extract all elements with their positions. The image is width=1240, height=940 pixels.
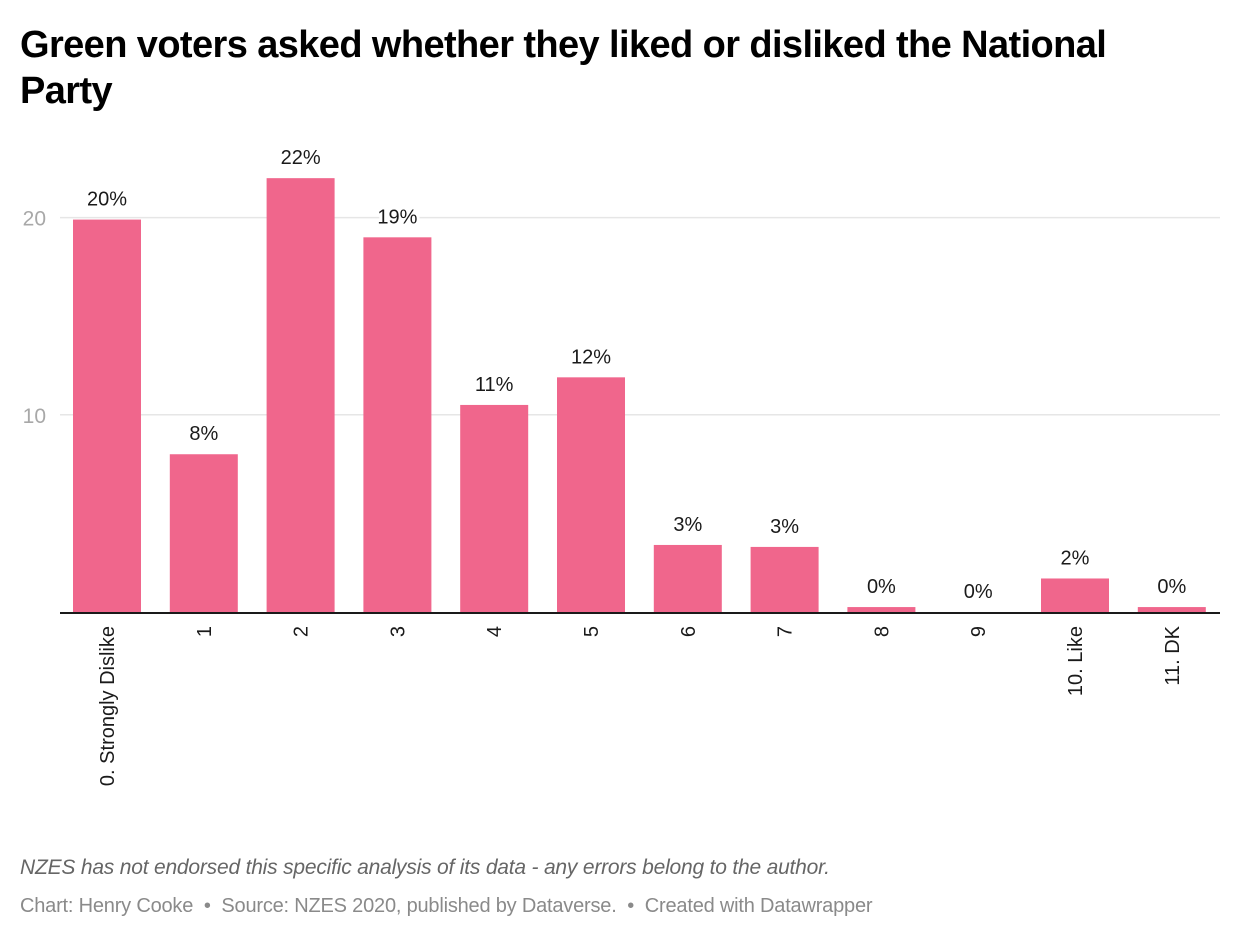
x-tick-label: 7 bbox=[775, 626, 797, 637]
bar bbox=[557, 377, 625, 612]
x-tick-label: 6 bbox=[678, 626, 700, 637]
data-label: 2% bbox=[1061, 547, 1090, 569]
data-label-halo: 3% bbox=[770, 516, 799, 538]
x-tick-label: 1 bbox=[194, 626, 216, 637]
data-label-halo: 12% bbox=[571, 346, 611, 368]
data-label-halo: 22% bbox=[281, 147, 321, 169]
data-label: 20% bbox=[87, 189, 127, 211]
data-label: 12% bbox=[571, 346, 611, 368]
byline-source: Source: NZES 2020, published by Datavers… bbox=[221, 895, 617, 917]
x-tick-label: 5 bbox=[581, 626, 603, 637]
x-tick-label: 2 bbox=[291, 626, 313, 637]
data-label-halo: 8% bbox=[189, 423, 218, 445]
footnote: NZES has not endorsed this specific anal… bbox=[20, 856, 830, 879]
bar bbox=[266, 178, 335, 612]
x-tick-label: 9 bbox=[968, 626, 990, 637]
data-label: 0% bbox=[964, 581, 993, 603]
x-tick-label: 3 bbox=[387, 626, 409, 637]
bar bbox=[750, 546, 819, 612]
bar bbox=[847, 607, 916, 612]
x-axis-labels: 0. Strongly Dislike 1 2 3 4 5 6 7 8 9 10. Like 11. … bbox=[97, 625, 1184, 786]
y-tick-label: 20 bbox=[23, 208, 46, 231]
byline-separator: • bbox=[203, 895, 211, 917]
bar bbox=[1041, 578, 1109, 612]
byline: Chart: Henry Cooke • Source: NZES 2020, … bbox=[20, 895, 873, 918]
y-tick-label: 10 bbox=[23, 405, 46, 428]
y-axis-ticks: 10 20 bbox=[23, 208, 46, 428]
data-label-halo: 2% bbox=[1061, 547, 1090, 569]
data-label-halo: 0% bbox=[1157, 576, 1186, 598]
gridlines bbox=[60, 216, 1220, 416]
data-label-halo: 3% bbox=[673, 514, 702, 536]
data-label: 22% bbox=[281, 147, 321, 169]
data-label: 0% bbox=[1157, 576, 1186, 598]
bar bbox=[363, 237, 432, 612]
data-label-halo: 20% bbox=[87, 189, 127, 211]
bars bbox=[73, 178, 1206, 612]
x-tick-label: 4 bbox=[484, 626, 506, 637]
data-label-halo: 11% bbox=[475, 374, 514, 396]
data-label-halo: 19% bbox=[377, 206, 417, 228]
bar bbox=[1137, 607, 1206, 612]
byline-separator: • bbox=[627, 895, 635, 917]
chart-title: Green voters asked whether they liked or… bbox=[20, 24, 1107, 112]
byline-author: Chart: Henry Cooke bbox=[20, 895, 194, 917]
data-label: 19% bbox=[377, 206, 417, 228]
data-label: 3% bbox=[770, 516, 799, 538]
data-label: 3% bbox=[673, 514, 702, 536]
data-label: 0% bbox=[867, 576, 896, 598]
data-label: 11% bbox=[475, 374, 514, 396]
x-tick-label: 10. Like bbox=[1065, 626, 1087, 696]
x-tick-label: 8 bbox=[871, 626, 893, 637]
x-tick-label: 0. Strongly Dislike bbox=[97, 626, 119, 786]
data-label-halo: 0% bbox=[964, 581, 993, 603]
data-label-halo: 0% bbox=[867, 576, 896, 598]
bar bbox=[460, 404, 529, 612]
x-tick-label: 11. DK bbox=[1162, 625, 1184, 685]
data-label: 8% bbox=[189, 423, 218, 445]
bar bbox=[73, 219, 141, 612]
bar bbox=[169, 454, 238, 612]
byline-credit: Created with Datawrapper bbox=[644, 895, 873, 917]
bar bbox=[653, 544, 722, 612]
data-labels: 20%20%8%8%22%22%19%19%11%11%12%12%3%3% 3%… bbox=[84, 144, 1189, 606]
